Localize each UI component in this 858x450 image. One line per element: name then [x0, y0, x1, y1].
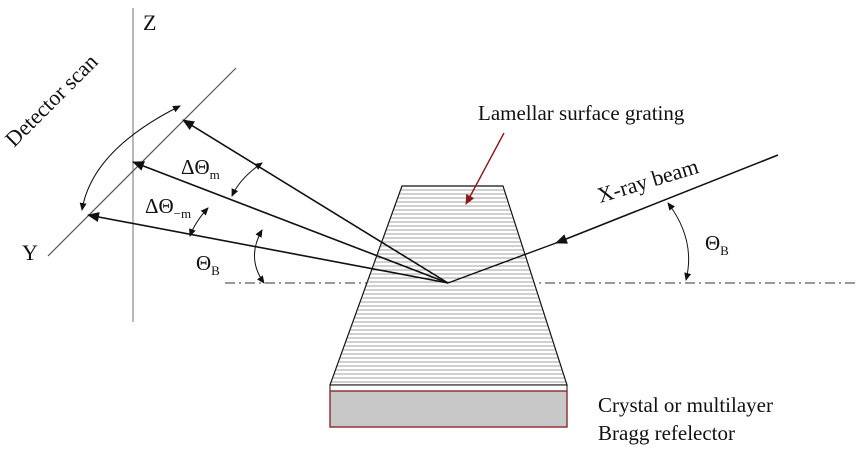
delta-theta-neg-m-label: ΔΘ−m	[145, 194, 191, 221]
xray-beam-arrow	[555, 154, 779, 244]
delta-theta-m-label: ΔΘm	[181, 155, 220, 182]
delta-theta-m-arc	[231, 162, 263, 197]
diffracted-beam-upper	[182, 119, 449, 284]
xray-beam-to-surface	[447, 242, 557, 284]
grating-body	[329, 185, 568, 386]
theta-b-right-label: ΘB	[705, 231, 729, 258]
lamellar-grating	[329, 185, 568, 386]
xray-beam-label: X-ray beam	[594, 153, 701, 207]
z-axis-label: Z	[143, 10, 156, 35]
diffracted-beam-middle	[132, 161, 449, 284]
theta-b-left-arc	[254, 229, 265, 284]
reflector-label: Crystal or multilayer Bragg refelector	[598, 393, 778, 445]
xray-beam-text: X-ray beam	[594, 153, 701, 207]
detector-scan-label: Detector scan	[0, 49, 103, 152]
detector-scan-arc	[79, 105, 181, 211]
grating-lines	[331, 189, 567, 383]
y-axis-label: Y	[22, 240, 38, 265]
delta-theta-neg-m-arc	[189, 207, 209, 237]
reflector-label-line2: Bragg refelector	[598, 421, 735, 445]
theta-b-left-label: ΘB	[196, 251, 220, 278]
grating-label: Lamellar surface grating	[478, 101, 685, 125]
theta-b-right-arc	[667, 202, 692, 281]
reflector-top-edge	[329, 384, 568, 392]
reflector-label-line1: Crystal or multilayer	[598, 393, 773, 417]
detector-scan-text: Detector scan	[0, 49, 103, 152]
diffracted-beam-lower	[87, 212, 449, 284]
bragg-reflector	[329, 390, 568, 428]
grating-pointer-arrow	[465, 132, 505, 205]
